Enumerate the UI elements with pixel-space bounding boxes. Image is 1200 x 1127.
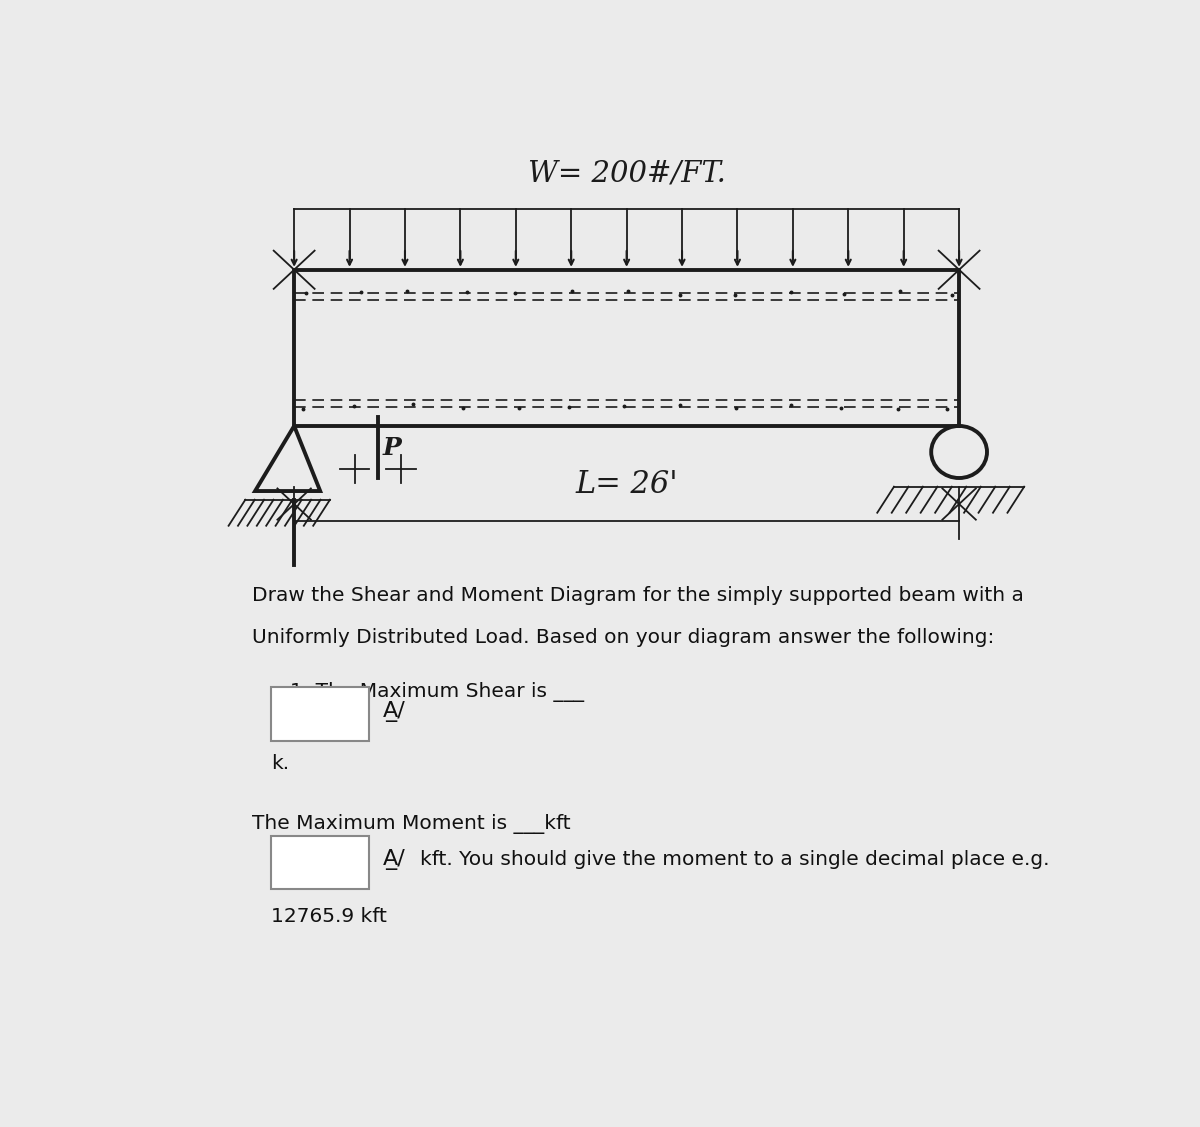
Text: W= 200#/FT.: W= 200#/FT. bbox=[528, 159, 726, 187]
Text: P: P bbox=[383, 436, 401, 460]
Bar bbox=[271, 835, 368, 889]
Text: 1. The Maximum Shear is ___: 1. The Maximum Shear is ___ bbox=[289, 682, 583, 702]
Bar bbox=[271, 686, 368, 740]
Text: L= 26': L= 26' bbox=[575, 469, 678, 499]
Text: A̲/: A̲/ bbox=[383, 701, 406, 721]
Text: A̲/: A̲/ bbox=[383, 850, 406, 870]
Text: Draw the Shear and Moment Diagram for the simply supported beam with a: Draw the Shear and Moment Diagram for th… bbox=[252, 586, 1024, 605]
Text: kft. You should give the moment to a single decimal place e.g.: kft. You should give the moment to a sin… bbox=[420, 850, 1049, 869]
Text: The Maximum Moment is ___kft: The Maximum Moment is ___kft bbox=[252, 815, 571, 834]
Text: 12765.9 kft: 12765.9 kft bbox=[271, 907, 386, 925]
Text: k.: k. bbox=[271, 754, 289, 773]
Text: Uniformly Distributed Load. Based on your diagram answer the following:: Uniformly Distributed Load. Based on you… bbox=[252, 628, 995, 647]
